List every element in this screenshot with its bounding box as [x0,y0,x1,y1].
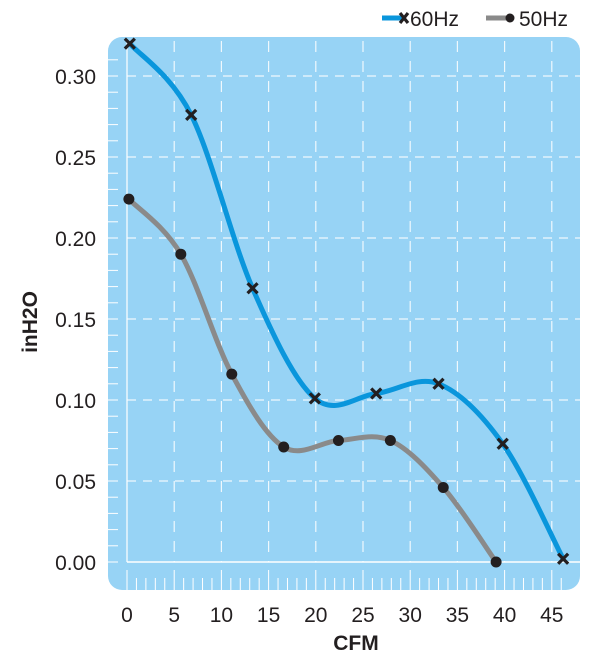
data-point-50hz [384,435,396,446]
y-tick-label: 0.05 [55,471,96,494]
data-markers [123,37,570,568]
x-tick-label: 45 [540,604,563,627]
data-point-60hz [370,387,383,400]
x-tick-label: 20 [304,604,327,627]
x-tick-label: 10 [210,604,233,627]
y-tick-label: 0.20 [55,228,96,251]
x-tick-label: 0 [121,604,133,627]
minor-ticks [108,59,562,590]
x-tick-label: 5 [168,604,180,627]
grid-lines [127,41,580,562]
y-tick-label: 0.25 [55,147,96,170]
data-point-60hz [123,37,136,50]
legend-item-50hz: 50Hz [486,8,568,31]
legend: 60Hz 50Hz [382,8,568,31]
data-point-50hz [226,368,238,380]
legend-dot-marker-icon [505,13,515,23]
legend-label-60hz: 60Hz [410,8,459,31]
x-tick-label: 15 [257,604,280,627]
data-point-60hz [308,392,321,405]
x-tick-label: 35 [446,604,469,627]
legend-item-60hz: 60Hz [382,8,459,31]
data-point-60hz [185,108,198,122]
y-tick-labels: 0.00 0.05 0.10 0.15 0.20 0.25 0.30 [55,66,96,575]
data-point-50hz [278,441,290,453]
data-point-50hz [490,556,502,568]
x-tick-label: 30 [399,604,422,627]
y-axis-title: inH2O [19,291,42,353]
data-point-60hz [246,282,259,295]
y-tick-label: 0.10 [55,390,96,413]
data-point-60hz [432,377,445,390]
data-point-50hz [437,481,449,493]
y-tick-label: 0.00 [55,552,96,575]
axes [126,41,580,563]
y-tick-label: 0.30 [55,66,96,89]
data-point-60hz [556,552,570,565]
legend-x-marker-icon [398,12,410,24]
data-point-50hz [123,193,135,205]
data-point-50hz [332,435,344,446]
x-tick-labels: 0 5 10 15 20 25 30 35 40 45 [121,604,563,627]
data-point-50hz [175,248,187,260]
plot-background [108,37,580,590]
x-axis-title: CFM [333,632,379,655]
x-tick-label: 25 [351,604,374,627]
y-tick-label: 0.15 [55,309,96,332]
legend-label-50hz: 50Hz [519,8,568,31]
x-tick-label: 40 [493,604,516,627]
data-point-60hz [496,437,509,450]
